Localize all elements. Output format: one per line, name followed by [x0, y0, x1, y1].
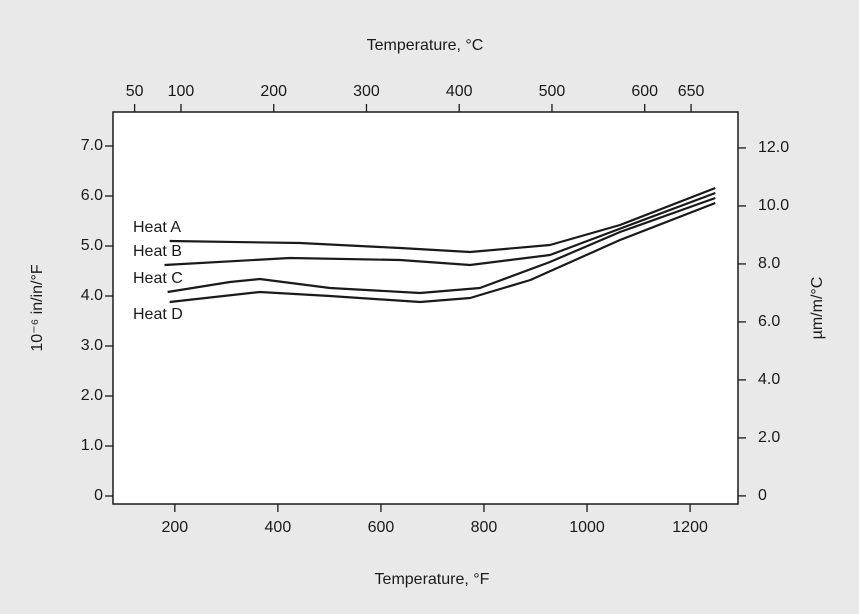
x2-tick-label: 600: [631, 83, 658, 100]
y2-tick-label: 12.0: [758, 139, 789, 156]
y2-tick-label: 10.0: [758, 197, 789, 214]
y-tick-label: 7.0: [81, 137, 103, 154]
right-axis-title: µm/m/°C: [809, 277, 826, 340]
left-axis-title: 10⁻⁶ in/in/°F: [29, 264, 46, 351]
y-tick-label: 4.0: [81, 287, 103, 304]
x2-tick-label: 100: [168, 83, 195, 100]
line: [167, 196, 716, 295]
x2-tick-label: 300: [353, 83, 380, 100]
series-label: Heat A: [133, 219, 181, 236]
x-tick-label: 400: [265, 519, 292, 536]
x-tick-label: 1200: [672, 519, 708, 536]
line: [164, 191, 716, 267]
y-tick-label: 2.0: [81, 387, 103, 404]
line: [169, 186, 716, 254]
y2-tick-label: 4.0: [758, 371, 780, 388]
y-tick-label: 0: [94, 487, 103, 504]
x2-tick-label: 650: [678, 83, 705, 100]
x2-tick-label: 200: [260, 83, 287, 100]
x2-tick-label: 50: [126, 83, 144, 100]
y2-tick-label: 2.0: [758, 429, 780, 446]
x-tick-label: 1000: [569, 519, 605, 536]
y-tick-label: 6.0: [81, 187, 103, 204]
bottom-axis-title: Temperature, °F: [375, 571, 490, 588]
series-label: Heat D: [133, 306, 183, 323]
line: [169, 201, 716, 304]
y-tick-label: 5.0: [81, 237, 103, 254]
top-axis-title: Temperature, °C: [367, 37, 484, 54]
x2-tick-label: 400: [446, 83, 473, 100]
x-tick-label: 800: [471, 519, 498, 536]
series-label: Heat C: [133, 270, 183, 287]
x-tick-label: 600: [368, 519, 395, 536]
y2-tick-label: 0: [758, 487, 767, 504]
y-tick-label: 1.0: [81, 437, 103, 454]
y2-tick-label: 6.0: [758, 313, 780, 330]
y-tick-label: 3.0: [81, 337, 103, 354]
x2-tick-label: 500: [539, 83, 566, 100]
series-label: Heat B: [133, 243, 182, 260]
plot-area: [112, 111, 739, 505]
y2-tick-label: 8.0: [758, 255, 780, 272]
x-tick-label: 200: [161, 519, 188, 536]
